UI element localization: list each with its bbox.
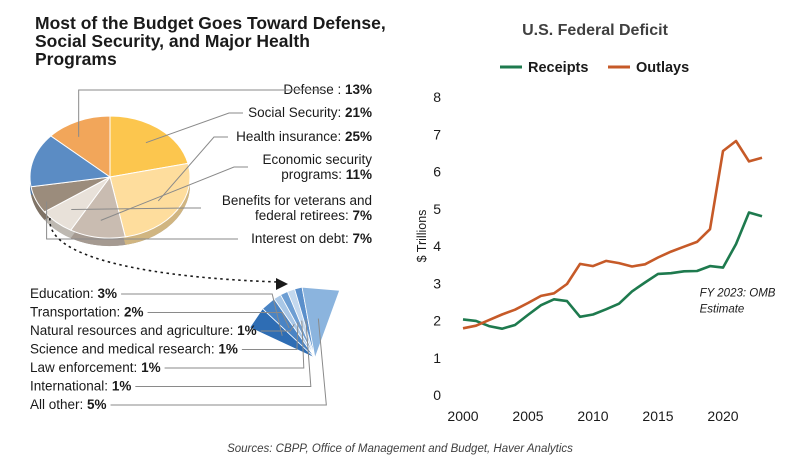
fan-label: Science and medical research: 1% [30,342,238,357]
pie-slice [109,115,189,178]
x-tick-label: 2020 [707,408,738,424]
fan-label: Natural resources and agriculture: 1% [30,323,257,338]
budget-pie-title: Most of the Budget Goes Toward Defense, … [35,13,386,69]
fan-label-value: 2% [124,305,144,320]
y-tick-label: 6 [433,164,441,180]
fan-label: Law enforcement: 1% [30,360,161,375]
legend-item: Outlays [608,60,689,76]
y-tick-label: 3 [433,275,441,291]
pie-slices [29,115,191,239]
pie-slice [29,135,112,188]
line-annotation: FY 2023: OMB Estimate [700,287,776,315]
pie-label-value: 25% [345,129,372,144]
pie-labels: Defense : 13% Social Security: 21% Health … [46,82,372,246]
pie-label-text: Economic security [262,152,372,167]
pie-leader-line [100,166,248,221]
fan-label: All other: 5% [30,397,107,412]
fan-label-value: 1% [237,323,257,338]
fan-leader-line [164,320,305,369]
y-tick-label: 4 [433,238,441,254]
other-breakdown-labels: Education: 3% Transportation: 2% Natural r… [30,286,327,412]
pie-label-text: Defense : 13% [283,82,372,97]
fan-label: International: 1% [30,379,131,394]
pie-leader-line [46,201,238,240]
pie-label-text: Benefits for veterans and [222,193,372,208]
fan-label-value: 1% [112,379,132,394]
pie-label: Health insurance: 25% [157,129,372,202]
series-line-outlays [462,139,763,330]
breakdown-arrow-head [276,278,288,290]
fan-leader-line [135,319,312,387]
deficit-chart-title: U.S. Federal Deficit [522,22,668,39]
line-series [462,139,763,331]
fan-leader-line [110,318,327,406]
legend-label: Outlays [636,60,689,76]
y-axis-label: $ Trillions [415,210,429,263]
y-tick-label: 7 [433,126,441,142]
y-tick-label: 1 [433,350,441,366]
pie-label-value: 11% [346,167,372,182]
pie-leader-line [78,89,324,137]
pie-label-value: 13% [345,82,372,97]
pie-leader-line [157,136,228,202]
pie-label: Interest on debt: 7% [46,201,372,246]
series-line-receipts [462,211,763,331]
fan-label: Education: 3% [30,286,117,301]
x-tick-label: 2000 [447,408,478,424]
fan-label-value: 3% [98,286,118,301]
fan-slice [301,286,341,360]
pie-label-value: 7% [352,208,372,223]
fan-leader-line [241,322,299,350]
pie-label-text: federal retirees: 7% [255,208,372,223]
fan-label-value: 5% [87,397,107,412]
pie-leader-line [71,207,201,211]
line-axes: 0 1 2 3 4 5 6 7 8 2000 2005 2010 2015 2020 $ Trillions [415,89,739,424]
pie-label-text: Interest on debt: 7% [251,231,372,246]
annotation-text: Estimate [700,303,745,315]
annotation-text: FY 2023: OMB [700,287,776,299]
y-tick-label: 8 [433,89,441,105]
pie-label-text: programs: 11% [281,167,372,182]
pie-label-text: Health insurance: 25% [236,129,372,144]
line-legend: Receipts Outlays [500,60,689,76]
pie-leader-line [145,112,243,144]
legend-item: Receipts [500,60,588,76]
y-tick-label: 5 [433,201,441,217]
fan-leader-line [147,312,290,329]
x-tick-label: 2015 [642,408,673,424]
pie-label: Social Security: 21% [145,105,372,144]
fan-leader-line [260,324,295,332]
fan-label: Transportation: 2% [30,305,144,320]
legend-label: Receipts [528,60,588,76]
fan-leader-line [121,293,283,336]
pie-label-value: 21% [345,105,372,120]
pie-slice [49,115,111,178]
fan-label-value: 1% [218,342,238,357]
y-tick-label: 0 [433,387,441,403]
breakdown-connector-arrow [49,217,279,283]
x-tick-label: 2010 [577,408,608,424]
pie-label-text: Social Security: 21% [248,105,372,120]
fan-label-value: 1% [141,360,161,375]
sources-footer: Sources: CBPP, Office of Management and … [227,443,573,455]
pie-label: Defense : 13% [78,82,372,137]
pie-label-value: 7% [352,231,372,246]
x-tick-label: 2005 [512,408,543,424]
y-tick-label: 2 [433,313,441,329]
